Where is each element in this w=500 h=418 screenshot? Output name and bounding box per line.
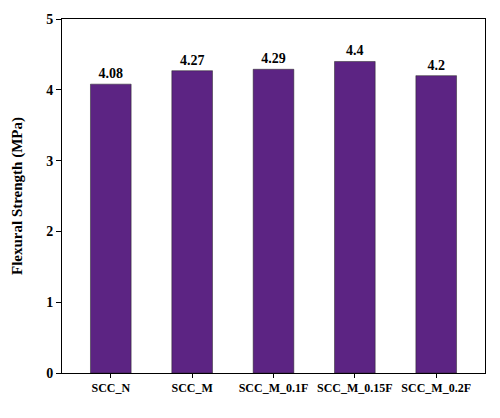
svg-text:SCC_M_0.1F: SCC_M_0.1F bbox=[239, 381, 309, 395]
svg-text:3: 3 bbox=[46, 154, 53, 169]
svg-text:SCC_M_0.15F: SCC_M_0.15F bbox=[317, 381, 393, 395]
svg-text:2: 2 bbox=[46, 224, 53, 239]
svg-text:4.29: 4.29 bbox=[261, 51, 286, 66]
svg-text:Flexural Strength (MPa): Flexural Strength (MPa) bbox=[9, 117, 26, 275]
svg-text:4.4: 4.4 bbox=[346, 43, 364, 58]
svg-text:0: 0 bbox=[46, 366, 53, 381]
svg-text:4.2: 4.2 bbox=[427, 58, 445, 73]
svg-text:4: 4 bbox=[46, 83, 53, 98]
svg-text:SCC_N: SCC_N bbox=[91, 381, 130, 395]
svg-text:1: 1 bbox=[46, 295, 53, 310]
svg-text:SCC_M: SCC_M bbox=[171, 381, 212, 395]
svg-text:SCC_M_0.2F: SCC_M_0.2F bbox=[401, 381, 471, 395]
svg-text:5: 5 bbox=[46, 12, 53, 27]
svg-text:4.08: 4.08 bbox=[99, 66, 124, 81]
svg-text:4.27: 4.27 bbox=[180, 53, 205, 68]
